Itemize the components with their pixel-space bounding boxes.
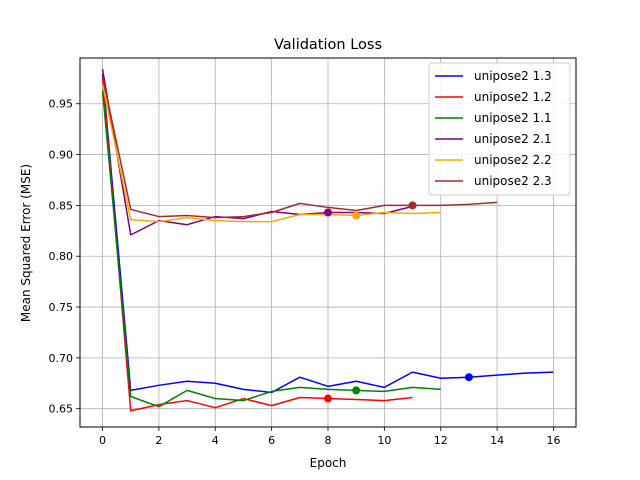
series-line-3 — [101, 90, 441, 408]
legend-box — [428, 62, 571, 196]
chart-title: Validation Loss — [274, 37, 382, 53]
series-layer — [101, 69, 554, 412]
legend: unipose2 1.3 unipose2 1.2 unipose2 1.1 unip… — [428, 62, 571, 196]
legend-label-3: unipose2 1.1 — [474, 111, 552, 125]
y-tick-label: 0.80 — [49, 250, 74, 263]
y-axis-label: Mean Squared Error (MSE) — [19, 164, 33, 322]
x-tick-label: 2 — [155, 434, 162, 447]
best-point-marker-6 — [408, 201, 417, 210]
x-tick-label: 10 — [377, 434, 391, 447]
x-tick-label: 16 — [546, 434, 560, 447]
y-tick-label: 0.65 — [49, 403, 74, 416]
x-tick-label: 6 — [268, 434, 275, 447]
best-point-marker-4 — [324, 208, 332, 217]
y-tick-label: 0.70 — [49, 352, 74, 365]
grid — [80, 58, 576, 427]
x-tick-label: 0 — [99, 434, 106, 447]
best-point-marker-1 — [464, 373, 473, 382]
x-axis-label: Epoch — [310, 456, 347, 470]
series-line-4 — [101, 69, 413, 236]
y-tick-label: 0.75 — [49, 301, 74, 314]
best-point-marker-5 — [352, 211, 361, 220]
legend-label-4: unipose2 2.1 — [474, 132, 552, 146]
series-line-2 — [101, 76, 413, 412]
legend-label-6: unipose2 2.3 — [474, 174, 552, 188]
x-tick-label: 4 — [212, 434, 219, 447]
legend-label-1: unipose2 1.3 — [474, 69, 552, 83]
series-line-1 — [101, 74, 554, 394]
best-point-marker-2 — [324, 394, 332, 403]
ticks: 0 2 4 6 8 10 12 14 16 0.65 0.70 0.75 0.80 0.85 0.90 0.9… — [49, 98, 561, 447]
legend-label-2: unipose2 1.2 — [474, 90, 552, 104]
legend-label-5: unipose2 2.2 — [474, 153, 552, 167]
x-tick-label: 12 — [434, 434, 448, 447]
y-tick-label: 0.85 — [49, 199, 74, 212]
y-tick-label: 0.90 — [49, 149, 74, 162]
series-line-5 — [101, 84, 441, 223]
y-tick-label: 0.95 — [49, 98, 74, 111]
x-tick-label: 8 — [325, 434, 332, 447]
x-tick-label: 14 — [490, 434, 504, 447]
series-line-6 — [101, 76, 498, 219]
best-point-marker-3 — [352, 386, 361, 395]
